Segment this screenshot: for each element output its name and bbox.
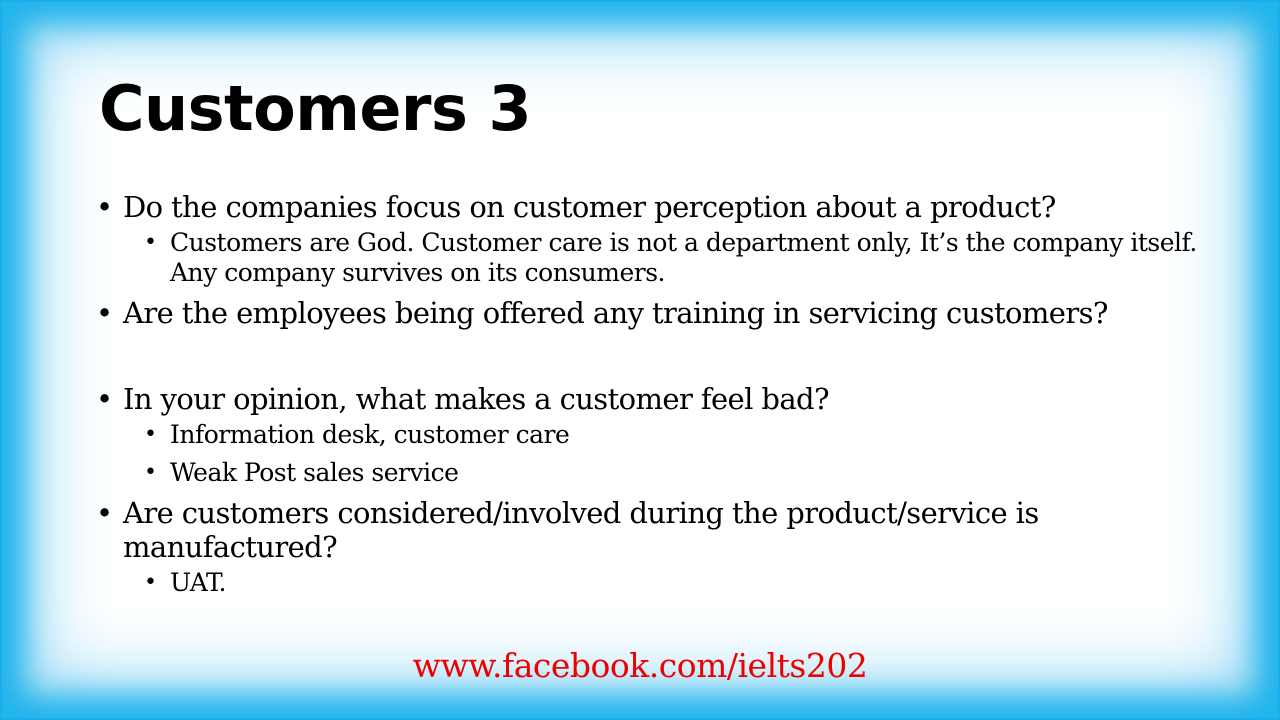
bullet-item: • Are customers considered/involved duri… <box>96 496 1206 564</box>
bullet-icon: • <box>144 570 157 595</box>
facebook-link[interactable]: www.facebook.com/ielts202 <box>0 644 1280 688</box>
bullet-item: • Are the employees being offered any tr… <box>96 296 1206 330</box>
sub-bullet-text: Weak Post sales service <box>170 458 459 487</box>
bullet-item: • In your opinion, what makes a customer… <box>96 382 1206 416</box>
bullet-text: In your opinion, what makes a customer f… <box>123 382 830 416</box>
bullet-icon: • <box>144 460 157 485</box>
sub-bullet-item: • Weak Post sales service <box>144 458 1206 488</box>
sub-bullet-item: • Customers are God. Customer care is no… <box>144 228 1206 288</box>
bullet-icon: • <box>144 230 157 255</box>
bullet-item: • Do the companies focus on customer per… <box>96 190 1206 224</box>
bullet-icon: • <box>96 496 113 530</box>
sub-bullet-item: • UAT. <box>144 568 1206 598</box>
bullet-text: Are the employees being offered any trai… <box>123 296 1108 330</box>
slide-body: • Do the companies focus on customer per… <box>96 190 1206 598</box>
sub-bullet-text: UAT. <box>170 568 226 597</box>
bullet-icon: • <box>96 296 113 330</box>
bullet-icon: • <box>96 190 113 224</box>
bullet-text: Are customers considered/involved during… <box>123 496 1039 564</box>
sub-bullet-text: Customers are God. Customer care is not … <box>170 228 1197 287</box>
slide-title: Customers 3 <box>99 72 532 145</box>
sub-bullet-text: Information desk, customer care <box>170 420 570 449</box>
bullet-icon: • <box>144 422 157 447</box>
facebook-link-text[interactable]: www.facebook.com/ielts202 <box>412 646 868 685</box>
bullet-text: Do the companies focus on customer perce… <box>123 190 1056 224</box>
bullet-icon: • <box>96 382 113 416</box>
sub-bullet-item: • Information desk, customer care <box>144 420 1206 450</box>
